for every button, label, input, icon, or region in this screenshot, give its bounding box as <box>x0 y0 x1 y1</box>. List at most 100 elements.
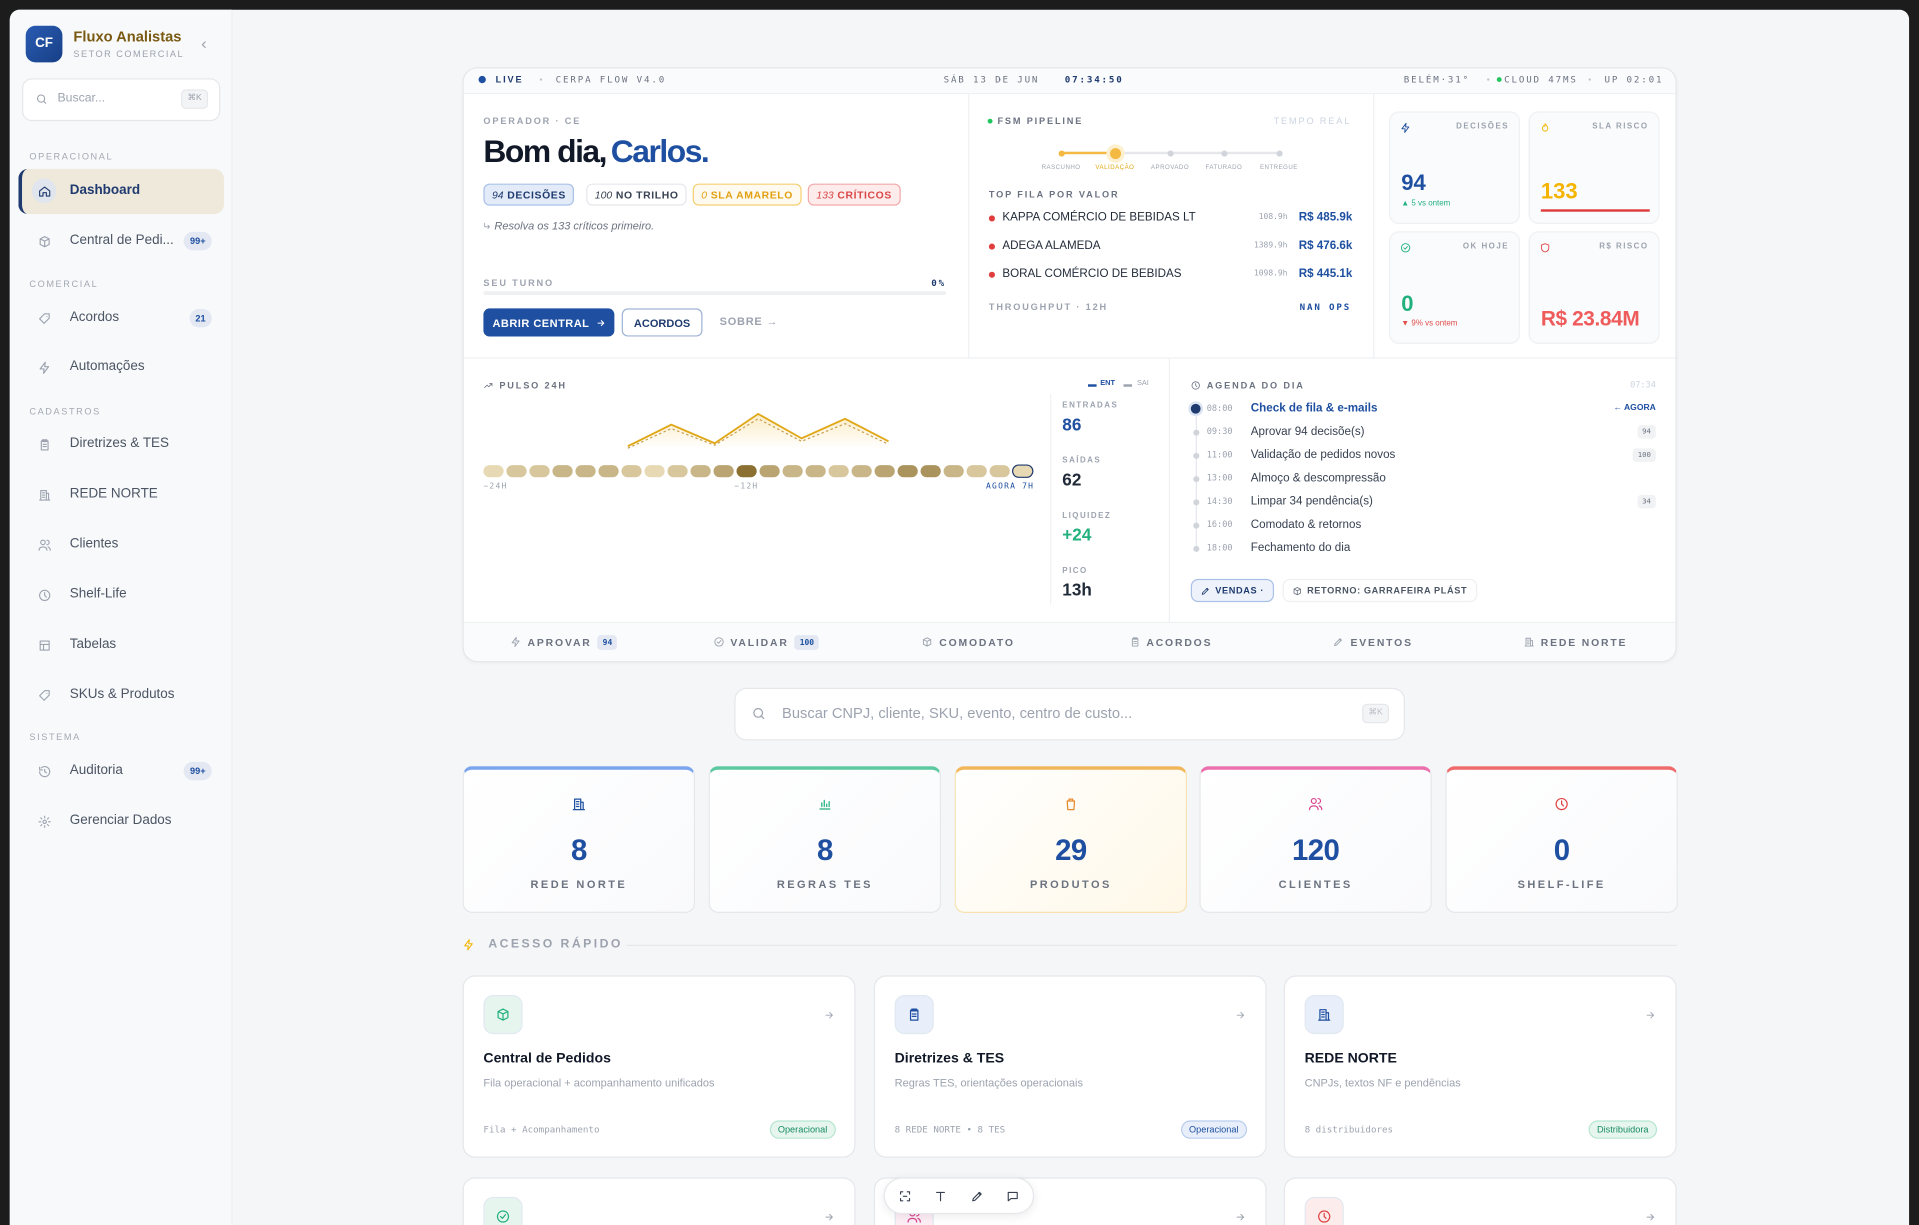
icon-path <box>38 765 50 777</box>
stat-label: ENTRADAS <box>1062 401 1119 411</box>
icon <box>899 1190 910 1201</box>
icon <box>971 1191 982 1201</box>
status-live: LIVE <box>495 74 524 86</box>
shift-value: 0% <box>931 277 947 289</box>
stat-card[interactable] <box>462 766 696 913</box>
icon <box>1524 637 1534 647</box>
pipeline-step-label: ENTREGUE <box>1259 163 1298 172</box>
agenda-label: Limpar 34 pendência(s) <box>1250 494 1373 509</box>
status-cloud: CLOUD 47MS <box>1504 74 1578 86</box>
primary-button[interactable]: ABRIR CENTRAL <box>483 308 615 337</box>
stat-label: REDE NORTE <box>530 878 628 891</box>
card-title: Diretrizes & TES <box>894 1051 1005 1067</box>
chip-label: NO TRILHO <box>615 188 679 201</box>
icon <box>824 1213 833 1220</box>
timeline-dot <box>1192 545 1199 552</box>
icon-path <box>1308 797 1323 811</box>
status-time: 07:34:50 <box>1064 74 1124 86</box>
icon <box>1646 1213 1654 1220</box>
kpi-value: 133 <box>1540 178 1578 204</box>
stat-value: 62 <box>1062 469 1082 490</box>
icon-path <box>714 637 724 647</box>
card-description: CNPJs, textos NF e pendências <box>1304 1076 1461 1089</box>
nav-label: Tabelas <box>69 636 117 652</box>
legend-swatch <box>1123 384 1133 387</box>
kpi-value: R$ 23.84M <box>1540 306 1640 331</box>
icon <box>37 815 51 828</box>
kbd <box>181 89 209 109</box>
icon <box>1541 122 1548 131</box>
nav-label: Clientes <box>69 536 119 552</box>
section-title: SISTEMA <box>29 731 81 743</box>
action-badge: 100 <box>794 634 819 650</box>
queue-dot <box>988 271 995 278</box>
action-label: ACORDOS <box>1146 635 1213 649</box>
action-button[interactable]: ACORDOS <box>1070 622 1272 662</box>
stat-card[interactable] <box>1199 766 1432 913</box>
hint: Resolva os 133 críticos primeiro. <box>494 219 655 233</box>
icon <box>39 360 49 374</box>
icon <box>37 94 47 104</box>
action-button[interactable]: REDE NORTE <box>1474 622 1676 662</box>
nav-label: REDE NORTE <box>69 486 158 502</box>
icon-path <box>909 1008 919 1021</box>
search-placeholder: Buscar CNPJ, cliente, SKU, evento, centr… <box>782 704 1133 722</box>
logo-text: CF <box>35 35 54 51</box>
queue-age: 108.9h <box>1258 211 1288 222</box>
nav-badge: 99+ <box>183 761 212 781</box>
icon-path <box>38 312 50 324</box>
divider <box>463 357 1676 359</box>
stat-card[interactable] <box>954 766 1188 913</box>
nav-label: Auditoria <box>69 762 123 778</box>
icon-path <box>496 1210 510 1223</box>
icon <box>38 689 50 701</box>
timeline-dot <box>1192 428 1199 436</box>
icon-path <box>1191 381 1200 390</box>
logo <box>25 25 63 63</box>
action-button[interactable]: VALIDAR 100 <box>665 622 867 662</box>
pipeline-step <box>1109 147 1121 159</box>
action-button[interactable]: APROVAR 94 <box>463 622 665 662</box>
throughput-label: THROUGHPUT · 12H <box>988 301 1109 313</box>
global-search[interactable] <box>734 687 1405 741</box>
agenda-label: Almoço & descompressão <box>1250 471 1386 486</box>
agenda-time: 09:30 <box>1206 426 1233 437</box>
chip-value: 94 <box>491 188 504 201</box>
pipeline-step-label: VALIDAÇÃO <box>1095 163 1135 172</box>
tag[interactable]: VENDAS · <box>1190 578 1274 603</box>
icon-path <box>1318 1210 1331 1223</box>
queue-name: BORAL COMÉRCIO DE BEBIDAS <box>1002 267 1182 281</box>
kpi-value: 0 <box>1401 291 1414 317</box>
tag[interactable]: RETORNO: GARRAFEIRA PLÁST <box>1282 578 1477 603</box>
action-button[interactable]: COMODATO <box>867 622 1069 662</box>
icon <box>464 939 473 951</box>
icon-path <box>1007 1191 1018 1201</box>
chip-label: SLA AMARELO <box>710 188 793 201</box>
icon-path <box>936 1191 946 1201</box>
kpi-underline <box>1540 209 1650 212</box>
link-button[interactable]: SOBRE → <box>719 315 779 328</box>
icon-path <box>1540 242 1549 252</box>
stat-card[interactable] <box>1445 766 1678 913</box>
section-title: ACESSO RÁPIDO <box>488 937 623 951</box>
stat-card[interactable] <box>708 766 942 913</box>
status-version: CERPA FLOW V4.0 <box>555 74 667 86</box>
quick-card[interactable] <box>462 1177 856 1225</box>
quick-card[interactable] <box>1283 1177 1677 1225</box>
icon-path <box>38 589 50 601</box>
card-meta: Fila + Acompanhamento <box>483 1124 600 1136</box>
action-bar <box>463 621 1676 661</box>
pipeline-step-label: APROVADO <box>1150 163 1190 172</box>
icon <box>38 765 50 777</box>
separator-dot <box>539 78 543 81</box>
icon-path <box>484 222 490 229</box>
queue-value: R$ 445.1k <box>1298 267 1353 281</box>
action-badge: 94 <box>597 634 618 650</box>
pipeline-mode: TEMPO REAL <box>1273 115 1352 127</box>
secondary-button[interactable]: ACORDOS <box>621 308 703 337</box>
icon <box>1540 242 1549 252</box>
icon-path <box>1066 798 1076 811</box>
icon-path <box>1318 1009 1331 1021</box>
action-button[interactable]: EVENTOS <box>1272 622 1474 662</box>
agenda-title: AGENDA DO DIA <box>1206 380 1305 392</box>
